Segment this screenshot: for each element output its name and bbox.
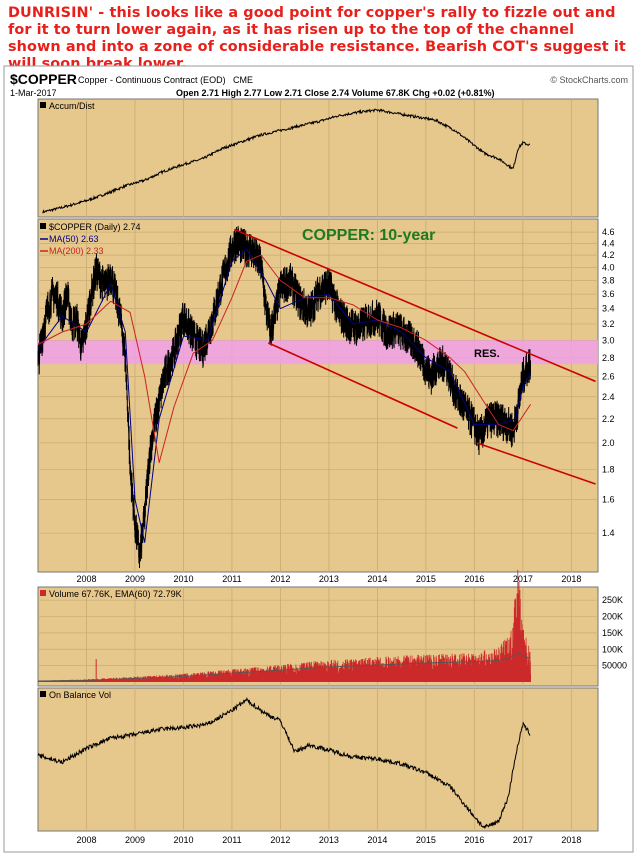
price-tick-label: 1.4 (602, 528, 615, 538)
x-tick-label: 2016 (464, 835, 484, 845)
x-tick-label: 2015 (416, 835, 436, 845)
price-tick-label: 4.4 (602, 238, 615, 248)
price-tick-label: 3.0 (602, 335, 615, 345)
price-tick-label: 4.6 (602, 227, 615, 237)
exchange-label: CME (233, 75, 253, 85)
price-tick-label: 3.8 (602, 275, 615, 285)
price-legend-main: $COPPER (Daily) 2.74 (49, 222, 141, 232)
x-tick-label: 2017 (513, 835, 533, 845)
channel-lines (234, 228, 596, 485)
obv-legend: On Balance Vol (49, 690, 111, 700)
price-panel (37, 218, 599, 573)
x-tick-label: 2017 (513, 574, 533, 584)
stockcharts-watermark: © StockCharts.com (550, 75, 628, 85)
channel-lower-line-1 (267, 342, 458, 429)
x-tick-label: 2015 (416, 574, 436, 584)
x-tick-label: 2016 (464, 574, 484, 584)
volume-axis: 250K 200K 150K 100K 50000 (602, 595, 627, 670)
price-tick-label: 2.6 (602, 372, 615, 382)
price-tick-label: 3.2 (602, 319, 615, 329)
x-tick-label: 2018 (561, 574, 581, 584)
accum-dist-panel (37, 98, 599, 218)
price-tick-label: 4.0 (602, 262, 615, 272)
ma200-legend: MA(200) 2.33 (49, 246, 104, 256)
volume-layer (37, 569, 598, 682)
accum-dist-swatch (40, 102, 46, 108)
obv-layer (37, 697, 531, 829)
volume-legend-swatch (40, 590, 46, 596)
price-tick-label: 1.6 (602, 494, 615, 504)
price-x-axis: 2008 2009 2010 2011 2012 2013 2014 2015 2016 2017… (76, 574, 581, 584)
quote-line: Open 2.71 High 2.77 Low 2.71 Close 2.74 … (176, 88, 494, 98)
x-tick-label: 2011 (222, 574, 241, 584)
ma50-line (37, 248, 532, 543)
price-tick-label: 2.4 (602, 392, 615, 402)
price-legend-swatch (40, 223, 46, 229)
x-tick-label: 2013 (319, 835, 339, 845)
price-tick-label: 4.2 (602, 250, 615, 260)
bottom-x-axis: 2008 2009 2010 2011 2012 2013 2014 2015 2016 2017… (76, 835, 581, 845)
obv-legend-swatch (40, 691, 46, 697)
x-tick-label: 2018 (561, 835, 581, 845)
volume-ema-line (37, 651, 531, 682)
date-label: 1-Mar-2017 (10, 88, 57, 98)
price-series (37, 225, 531, 569)
x-tick-label: 2013 (319, 574, 339, 584)
accum-dist-layer (42, 108, 531, 214)
accum-dist-legend: Accum/Dist (49, 101, 95, 111)
symbol-label: $COPPER (10, 71, 77, 87)
x-tick-label: 2012 (270, 835, 290, 845)
volume-tick-label: 250K (602, 595, 623, 605)
x-tick-label: 2012 (270, 574, 290, 584)
commentary-text: DUNRISIN' - this looks like a good point… (8, 5, 626, 72)
x-tick-label: 2014 (367, 835, 387, 845)
x-tick-label: 2011 (222, 835, 241, 845)
x-tick-label: 2008 (76, 835, 96, 845)
volume-tick-label: 150K (602, 628, 623, 638)
x-tick-label: 2010 (173, 574, 193, 584)
contract-description: Copper - Continuous Contract (EOD) (78, 75, 226, 85)
price-tick-label: 1.8 (602, 465, 615, 475)
year-gridlines (86, 99, 572, 831)
obv-panel (37, 687, 599, 832)
accum-dist-line (42, 108, 531, 214)
ma200-line (37, 254, 532, 464)
volume-tick-label: 200K (602, 612, 623, 622)
price-tick-label: 2.8 (602, 353, 615, 363)
x-tick-label: 2014 (367, 574, 387, 584)
x-tick-label: 2009 (125, 574, 145, 584)
volume-tick-label: 50000 (602, 661, 627, 671)
price-tick-label: 2.2 (602, 414, 615, 424)
price-layer (37, 225, 532, 569)
obv-line (37, 697, 531, 829)
price-tick-label: 2.0 (602, 438, 615, 448)
resistance-zone (38, 340, 598, 365)
volume-legend: Volume 67.76K, EMA(60) 72.79K (49, 589, 182, 599)
x-tick-label: 2009 (125, 835, 145, 845)
price-tick-label: 3.4 (602, 304, 615, 314)
channel-lower-line-2 (476, 442, 596, 485)
x-tick-label: 2008 (76, 574, 96, 584)
price-tick-label: 3.6 (602, 289, 615, 299)
resistance-annotation: RES. (474, 348, 500, 360)
volume-bars (37, 569, 531, 682)
x-tick-label: 2010 (173, 835, 193, 845)
volume-tick-label: 100K (602, 644, 623, 654)
chart-title: COPPER: 10-year (302, 227, 435, 244)
price-axis: 4.64.4 4.2 4.0 3.8 3.6 3.4 3.2 3.0 2.8 2.6 2.4 2.2 2… (602, 227, 615, 538)
ma50-legend: MA(50) 2.63 (49, 234, 99, 244)
channel-upper-line (234, 228, 596, 383)
